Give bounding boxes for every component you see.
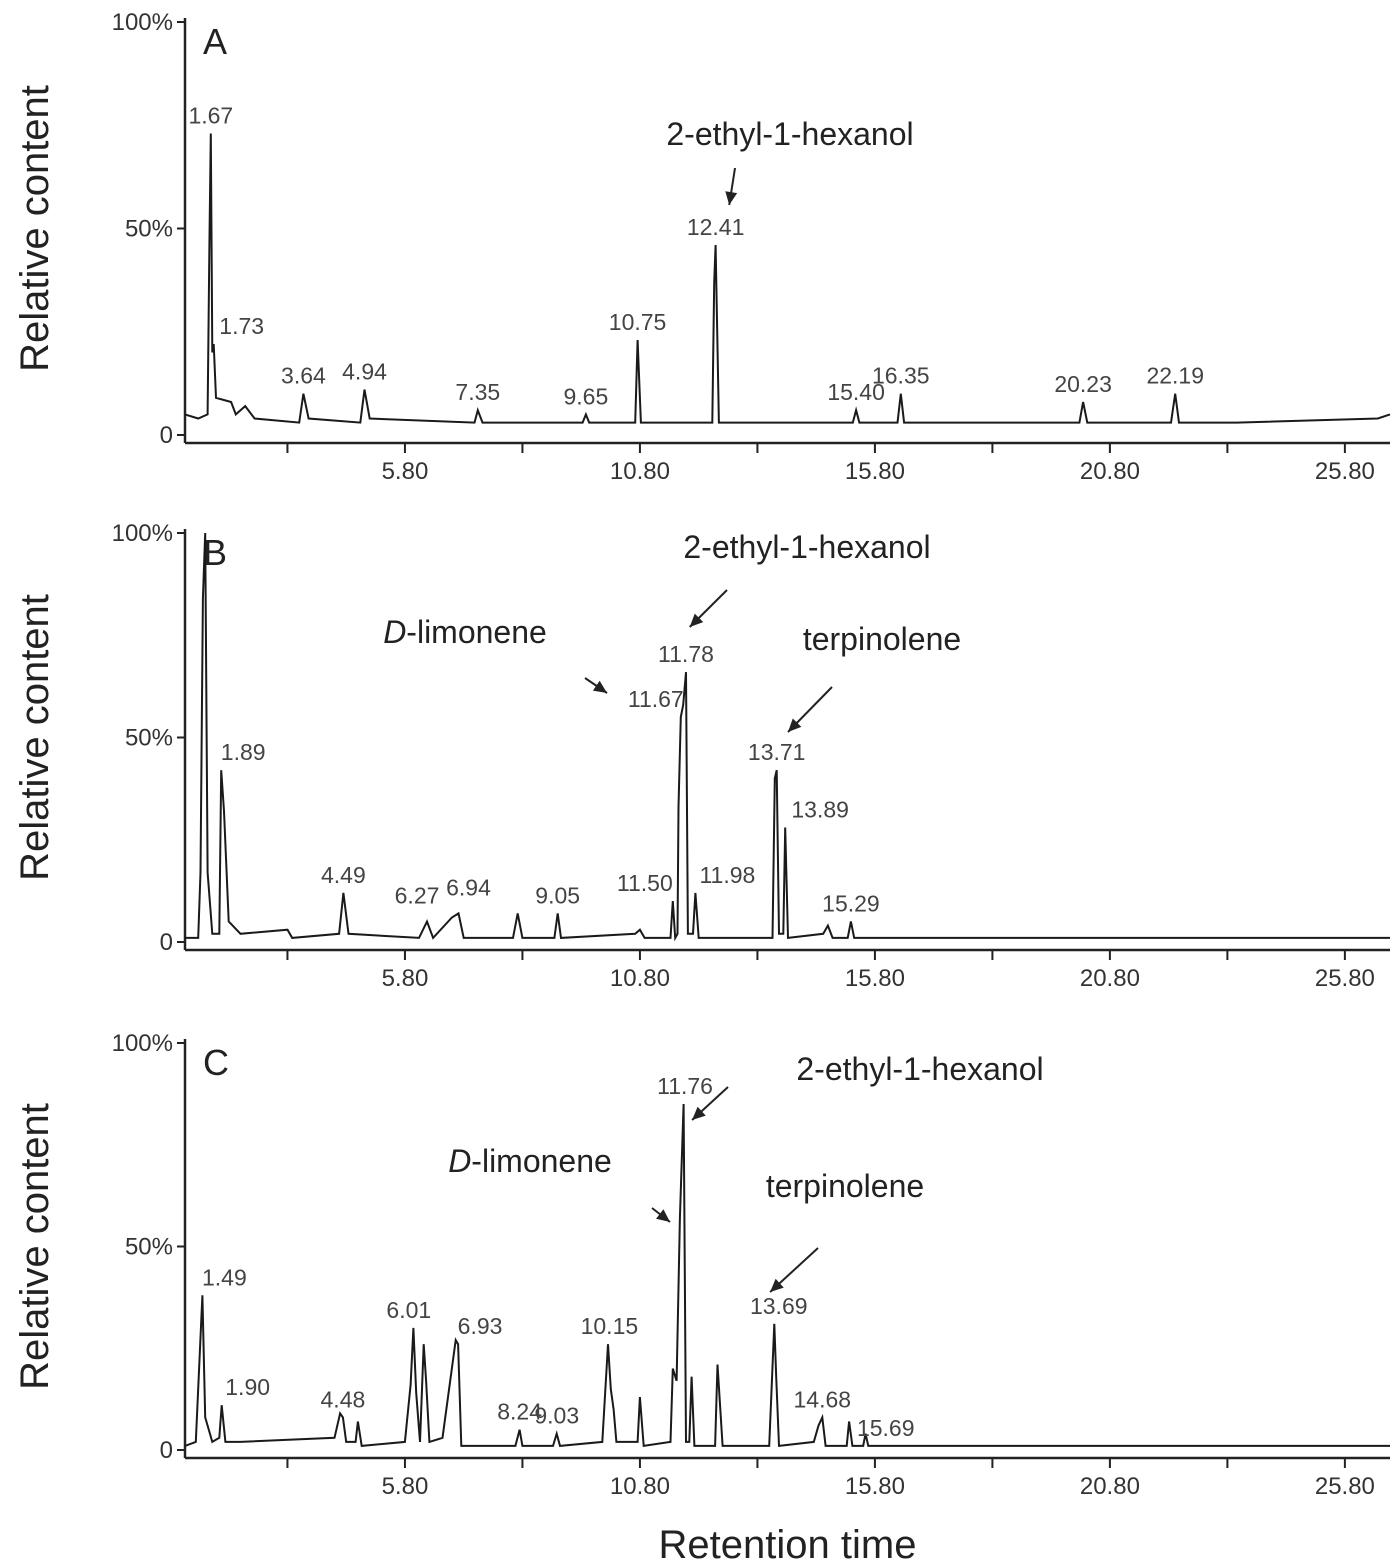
peak-label: 7.35 [455,379,500,405]
x-tick-label: 5.80 [382,1473,429,1500]
arrow-head [592,680,608,693]
arrow-head [725,191,738,205]
y-axis-title: Relative content [13,85,57,372]
compound-label: terpinolene [766,1168,924,1204]
compound-label: D-limonene [383,614,547,650]
x-tick-label: 20.80 [1080,965,1140,992]
peak-label: 11.50 [617,870,673,896]
peak-label: 1.73 [219,313,264,339]
x-tick-label: 5.80 [382,458,429,485]
peak-label: 8.24 [497,1399,542,1425]
chromatogram-trace [185,532,1390,942]
y-tick-label: 100% [112,9,173,36]
y-tick-label: 100% [112,1030,173,1057]
arrow-head [787,718,802,732]
peak-label: 3.64 [281,363,326,389]
y-tick-label: 50% [125,216,173,243]
panel-label: C [203,1042,229,1083]
peak-label: 1.49 [202,1264,247,1290]
peak-label: 13.89 [791,796,849,822]
peak-label: 6.94 [446,874,491,900]
y-tick-label: 0 [160,1437,173,1464]
chromatogram-trace [184,133,1391,424]
x-tick-label: 10.80 [610,1473,670,1500]
peak-label: 11.78 [658,641,714,667]
peak-label: 15.29 [822,891,880,917]
peak-label: 4.48 [321,1386,366,1412]
peak-label: 4.94 [342,359,387,385]
peak-label: 13.71 [748,739,806,765]
y-axis-title: Relative content [13,594,57,881]
panel-label: A [203,21,227,62]
y-tick-label: 0 [160,929,173,956]
peak-label: 1.89 [221,739,266,765]
peak-label: 9.65 [564,383,609,409]
peak-label: 16.35 [872,363,930,389]
y-axis-title: Relative content [13,1103,57,1390]
x-tick-label: 20.80 [1080,1473,1140,1500]
chromatogram-trace [184,1103,1390,1448]
peak-label: 6.01 [386,1297,431,1323]
y-tick-label: 50% [125,725,173,752]
x-tick-label: 25.80 [1315,965,1375,992]
arrow-head [689,613,704,627]
peak-label: 10.15 [581,1313,639,1339]
x-tick-label: 20.80 [1080,458,1140,485]
x-axis-title: Retention time [659,1523,917,1565]
y-tick-label: 100% [112,520,173,547]
x-tick-label: 15.80 [845,458,905,485]
peak-label: 15.40 [827,379,885,405]
peak-label: 9.05 [535,882,580,908]
x-tick-label: 15.80 [845,965,905,992]
y-tick-label: 50% [125,1234,173,1261]
peak-label: 11.98 [699,862,755,888]
x-tick-label: 5.80 [382,965,429,992]
peak-label: 11.76 [657,1073,713,1099]
peak-label: 12.41 [687,214,745,240]
compound-label: terpinolene [803,621,961,657]
compound-label: 2-ethyl-1-hexanol [796,1051,1043,1087]
peak-label: 14.68 [793,1386,851,1412]
peak-label: 9.03 [534,1403,579,1429]
x-tick-label: 15.80 [845,1473,905,1500]
x-tick-label: 10.80 [610,965,670,992]
peak-label: 1.90 [225,1374,270,1400]
arrow-head [770,1278,784,1292]
y-tick-label: 0 [160,422,173,449]
peak-label: 22.19 [1146,363,1204,389]
peak-label: 6.93 [458,1313,503,1339]
peak-label: 11.67 [628,686,684,712]
x-tick-label: 25.80 [1315,1473,1375,1500]
peak-label: 4.49 [321,862,366,888]
x-tick-label: 25.80 [1315,458,1375,485]
peak-label: 10.75 [609,309,667,335]
compound-label: 2-ethyl-1-hexanol [666,116,913,152]
x-tick-label: 10.80 [610,458,670,485]
compound-label: 2-ethyl-1-hexanol [683,529,930,565]
peak-label: 6.27 [395,883,440,909]
peak-label: 20.23 [1054,371,1112,397]
peak-label: 15.69 [857,1415,915,1441]
peak-label: 1.67 [188,103,233,129]
panel-label: B [203,532,227,573]
compound-label: D-limonene [448,1143,612,1179]
peak-label: 13.69 [750,1293,808,1319]
arrow-head [692,1106,706,1120]
arrow-head [656,1209,671,1222]
